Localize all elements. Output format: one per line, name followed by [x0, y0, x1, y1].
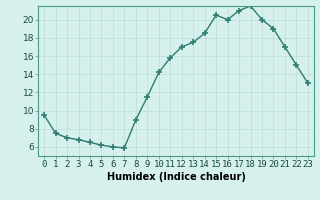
X-axis label: Humidex (Indice chaleur): Humidex (Indice chaleur)	[107, 172, 245, 182]
